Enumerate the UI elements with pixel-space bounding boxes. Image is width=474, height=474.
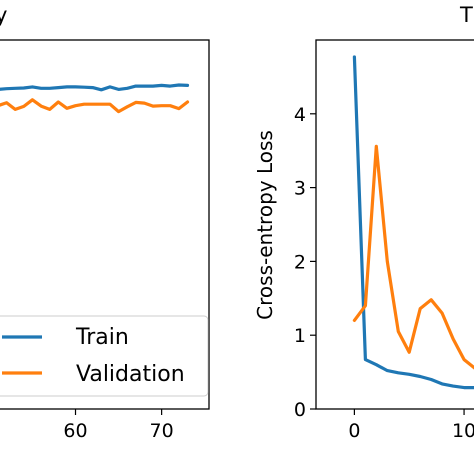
loss-ytick-label: 1 (294, 325, 306, 347)
loss-panel: T Cross-entropy Loss 0 1 2 3 4 0 10 (253, 3, 474, 442)
accuracy-panel-title: y (0, 3, 7, 27)
loss-xtick-label: 0 (348, 420, 360, 442)
accuracy-xtick-label: 70 (150, 420, 174, 442)
loss-panel-ylabel: Cross-entropy Loss (253, 130, 277, 320)
loss-series-train (352, 55, 474, 390)
loss-panel-title: T (459, 3, 473, 27)
loss-xtick-label: 10 (452, 420, 474, 442)
accuracy-panel-frame (0, 39, 210, 410)
legend: Train Validation (0, 315, 209, 397)
accuracy-series-train (0, 83, 190, 92)
loss-panel-frame (315, 39, 474, 410)
legend-label-train: Train (75, 325, 129, 350)
legend-label-validation: Validation (76, 362, 185, 387)
loss-series-validation (352, 144, 474, 370)
accuracy-panel: y 60 70 Train Validation (0, 3, 210, 442)
loss-ytick-label: 3 (294, 178, 306, 200)
accuracy-xtick-label: 60 (63, 420, 87, 442)
loss-ytick-label: 2 (294, 251, 306, 273)
loss-ytick-label: 4 (294, 104, 306, 126)
accuracy-series-validation (0, 98, 190, 114)
loss-ytick-label: 0 (294, 399, 306, 421)
legend-box (0, 315, 209, 397)
